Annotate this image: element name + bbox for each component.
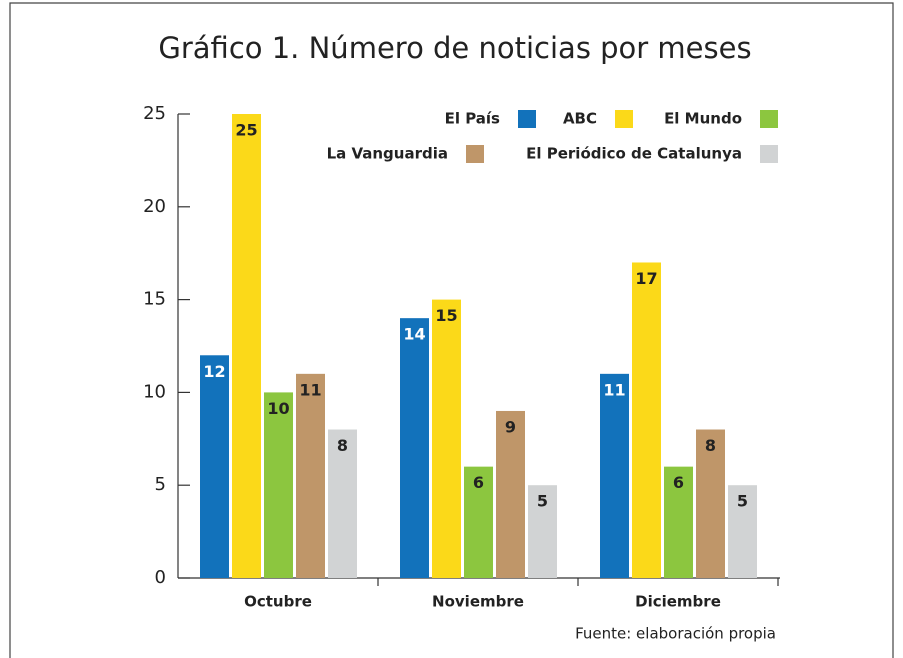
bar bbox=[696, 429, 725, 578]
data-label: 6 bbox=[473, 473, 484, 492]
bar bbox=[264, 392, 293, 578]
chart-title: Gráfico 1. Número de noticias por meses bbox=[158, 31, 751, 65]
data-label: 10 bbox=[267, 399, 289, 418]
data-label: 8 bbox=[337, 436, 348, 455]
bar bbox=[728, 485, 757, 578]
x-tick-label: Diciembre bbox=[635, 593, 721, 611]
data-label: 17 bbox=[635, 269, 657, 288]
data-label: 15 bbox=[435, 306, 457, 325]
y-tick-label: 15 bbox=[143, 289, 166, 310]
bar bbox=[400, 318, 429, 578]
bar bbox=[296, 373, 325, 578]
bar bbox=[328, 429, 357, 578]
y-tick-label: 10 bbox=[143, 381, 166, 402]
legend-swatch bbox=[615, 110, 633, 128]
bar bbox=[496, 410, 525, 578]
legend-label: El Mundo bbox=[664, 110, 742, 128]
legend-label: ABC bbox=[563, 110, 597, 128]
y-tick-label: 0 bbox=[155, 567, 166, 588]
source-note: Fuente: elaboración propia bbox=[575, 625, 776, 643]
legend-swatch bbox=[466, 145, 484, 163]
bar bbox=[464, 466, 493, 578]
bar bbox=[232, 114, 261, 578]
frame bbox=[9, 2, 894, 658]
bar bbox=[200, 355, 229, 578]
data-label: 5 bbox=[737, 492, 748, 511]
legend-swatch bbox=[760, 145, 778, 163]
legend-label: El Periódico de Catalunya bbox=[526, 145, 742, 163]
legend-label: El País bbox=[445, 110, 500, 128]
data-label: 11 bbox=[299, 380, 321, 399]
bar bbox=[600, 373, 629, 578]
data-label: 6 bbox=[673, 473, 684, 492]
x-tick-label: Octubre bbox=[244, 593, 312, 611]
bar bbox=[528, 485, 557, 578]
data-label: 5 bbox=[537, 492, 548, 511]
legend-swatch bbox=[760, 110, 778, 128]
y-tick-label: 20 bbox=[143, 196, 166, 217]
x-tick-label: Noviembre bbox=[432, 593, 524, 611]
data-label: 11 bbox=[603, 380, 625, 399]
bar bbox=[632, 262, 661, 578]
legend-label: La Vanguardia bbox=[327, 145, 448, 163]
y-tick-label: 5 bbox=[155, 474, 166, 495]
data-label: 25 bbox=[235, 121, 257, 140]
bar bbox=[432, 299, 461, 578]
bar bbox=[664, 466, 693, 578]
data-label: 12 bbox=[203, 362, 225, 381]
data-label: 14 bbox=[403, 325, 425, 344]
data-label: 9 bbox=[505, 417, 516, 436]
data-label: 8 bbox=[705, 436, 716, 455]
y-tick-label: 25 bbox=[143, 103, 166, 124]
legend-swatch bbox=[518, 110, 536, 128]
